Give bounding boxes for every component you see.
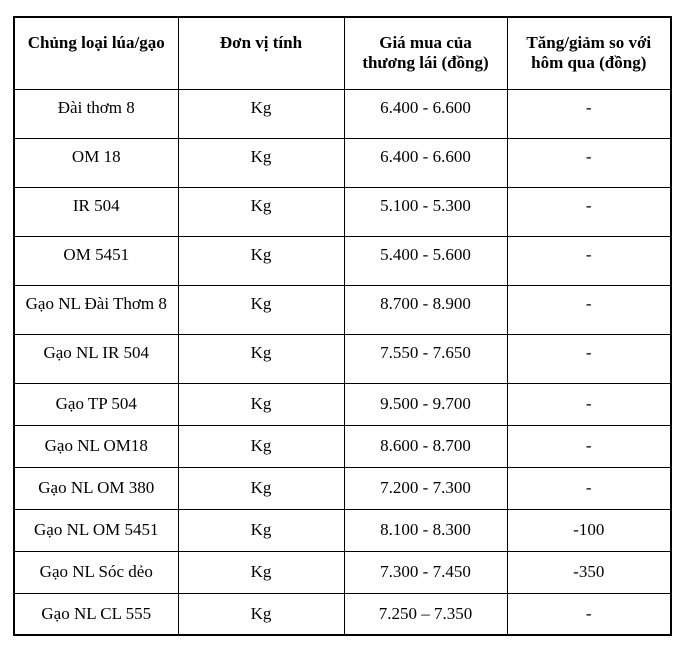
price-cell: 8.600 - 8.700 <box>343 424 508 468</box>
table-row: Gạo NL OM 5451 Kg 8.100 - 8.300 -100 <box>13 508 672 552</box>
price-cell: 7.250 – 7.350 <box>343 592 508 636</box>
change-cell: - <box>506 186 672 237</box>
unit-cell: Kg <box>177 550 345 594</box>
unit-cell: Kg <box>177 235 345 286</box>
table-row: Gạo NL OM18 Kg 8.600 - 8.700- <box>13 424 672 468</box>
change-cell: - <box>506 235 672 286</box>
unit-cell: Kg <box>177 424 345 468</box>
rice-type-cell: Gạo NL CL 555 <box>13 592 179 636</box>
price-cell: 7.550 - 7.650 <box>343 333 508 384</box>
table-row: Gạo NL Sóc dẻo Kg 7.300 - 7.450 -350 <box>13 550 672 594</box>
unit-cell: Kg <box>177 508 345 552</box>
unit-cell: Kg <box>177 88 345 139</box>
unit-cell: Kg <box>177 284 345 335</box>
change-cell: - <box>506 466 672 510</box>
rice-type-cell: Gạo TP 504 <box>13 382 179 426</box>
rice-type-cell: Đài thơm 8 <box>13 88 179 139</box>
unit-cell: Kg <box>177 186 345 237</box>
rice-type-cell: Gạo NL OM 380 <box>13 466 179 510</box>
table-header: Chủng loại lúa/gạo Đơn vị tính Giá mua c… <box>13 16 672 90</box>
change-cell: -350 <box>506 550 672 594</box>
change-cell: - <box>506 333 672 384</box>
unit-cell: Kg <box>177 382 345 426</box>
change-cell: -100 <box>506 508 672 552</box>
rice-type-cell: Gạo NL OM 5451 <box>13 508 179 552</box>
table-row: Gạo NL OM 380 Kg 7.200 - 7.300- <box>13 466 672 510</box>
change-cell: - <box>506 382 672 426</box>
table-row: IR 504 Kg 5.100 - 5.300- <box>13 186 672 237</box>
unit-cell: Kg <box>177 137 345 188</box>
rice-price-table: Chủng loại lúa/gạo Đơn vị tính Giá mua c… <box>13 16 672 636</box>
table-row: Gạo NL Đài Thơm 8 Kg 8.700 - 8.900- <box>13 284 672 335</box>
unit-cell: Kg <box>177 466 345 510</box>
price-cell: 8.100 - 8.300 <box>343 508 508 552</box>
header-row: Chủng loại lúa/gạo Đơn vị tính Giá mua c… <box>13 16 672 90</box>
table-row: OM 18 Kg 6.400 - 6.600- <box>13 137 672 188</box>
price-cell: 5.100 - 5.300 <box>343 186 508 237</box>
price-cell: 6.400 - 6.600 <box>343 137 508 188</box>
price-cell: 5.400 - 5.600 <box>343 235 508 286</box>
change-cell: - <box>506 424 672 468</box>
table-row: Gạo NL CL 555 Kg 7.250 – 7.350- <box>13 592 672 636</box>
change-cell: - <box>506 88 672 139</box>
rice-type-cell: Gạo NL Đài Thơm 8 <box>13 284 179 335</box>
price-cell: 7.200 - 7.300 <box>343 466 508 510</box>
rice-type-cell: OM 18 <box>13 137 179 188</box>
rice-type-cell: IR 504 <box>13 186 179 237</box>
change-cell: - <box>506 592 672 636</box>
price-cell: 7.300 - 7.450 <box>343 550 508 594</box>
price-cell: 6.400 - 6.600 <box>343 88 508 139</box>
rice-type-cell: Gạo NL OM18 <box>13 424 179 468</box>
rice-price-table-container: Chủng loại lúa/gạo Đơn vị tính Giá mua c… <box>13 16 672 636</box>
table-row: Đài thơm 8 Kg 6.400 - 6.600- <box>13 88 672 139</box>
header-unit: Đơn vị tính <box>177 16 345 90</box>
unit-cell: Kg <box>177 333 345 384</box>
price-cell: 9.500 - 9.700 <box>343 382 508 426</box>
table-row: Gạo NL IR 504 Kg 7.550 - 7.650- <box>13 333 672 384</box>
table-row: Gạo TP 504 Kg 9.500 - 9.700- <box>13 382 672 426</box>
price-table-body: Đài thơm 8 Kg 6.400 - 6.600- OM 18 Kg 6.400 -… <box>13 88 672 636</box>
rice-type-cell: Gạo NL Sóc dẻo <box>13 550 179 594</box>
header-rice-type: Chủng loại lúa/gạo <box>13 16 179 90</box>
rice-type-cell: OM 5451 <box>13 235 179 286</box>
table-row: OM 5451 Kg 5.400 - 5.600- <box>13 235 672 286</box>
change-cell: - <box>506 284 672 335</box>
header-change: Tăng/giảm so với hôm qua (đồng) <box>506 16 672 90</box>
rice-type-cell: Gạo NL IR 504 <box>13 333 179 384</box>
change-cell: - <box>506 137 672 188</box>
unit-cell: Kg <box>177 592 345 636</box>
price-cell: 8.700 - 8.900 <box>343 284 508 335</box>
header-price: Giá mua của thương lái (đồng) <box>343 16 508 90</box>
